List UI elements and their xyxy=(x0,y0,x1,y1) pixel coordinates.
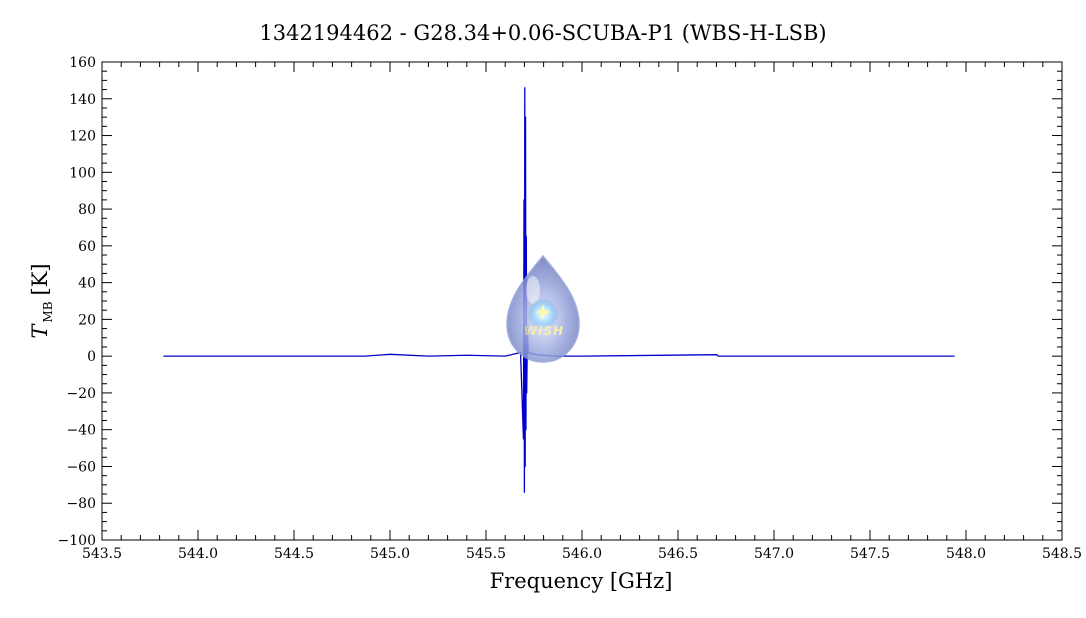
y-tick-label: −40 xyxy=(66,423,96,439)
y-tick-label: −20 xyxy=(66,386,96,402)
x-tick-label: 545.0 xyxy=(370,546,410,562)
y-axis-label: TMB [K] xyxy=(28,263,55,338)
x-tick-label: 546.0 xyxy=(562,546,602,562)
plot-frame xyxy=(101,61,1063,541)
x-tick-label: 546.5 xyxy=(658,546,698,562)
y-tick-label: 140 xyxy=(69,92,96,108)
y-tick-label: −100 xyxy=(58,533,96,549)
x-tick-label: 544.5 xyxy=(274,546,314,562)
y-tick-label: 120 xyxy=(69,129,96,145)
x-tick-label: 547.0 xyxy=(754,546,794,562)
y-tick-label: 40 xyxy=(78,276,96,292)
y-tick-label: −60 xyxy=(66,459,96,475)
x-axis-label: Frequency [GHz] xyxy=(490,569,673,593)
y-tick-label: 80 xyxy=(78,202,96,218)
wish-logo: WISH xyxy=(506,254,580,363)
x-tick-label: 543.5 xyxy=(82,546,122,562)
y-axis-label-main: T xyxy=(28,323,52,339)
y-axis: −100 −80 −60 −40 −20 0 20 40 60 80 100 120 140 160 xyxy=(58,55,1062,549)
y-tick-label: 0 xyxy=(87,349,96,365)
chart-title: 1342194462 - G28.34+0.06-SCUBA-P1 (WBS-H… xyxy=(259,21,826,45)
y-tick-label: −80 xyxy=(66,496,96,512)
x-axis: 543.5 544.0 544.5 545.0 545.5 546.0 546.5 547.0… xyxy=(82,62,1082,562)
y-axis-label-sub: MB xyxy=(41,301,55,322)
y-axis-label-unit: [K] xyxy=(28,263,52,295)
x-tick-label: 547.5 xyxy=(850,546,890,562)
x-tick-label: 545.5 xyxy=(466,546,506,562)
x-tick-label: 548.0 xyxy=(946,546,986,562)
logo-text: WISH xyxy=(524,324,564,338)
y-tick-label: 20 xyxy=(78,312,96,328)
y-tick-label: 160 xyxy=(69,55,96,71)
x-tick-label: 548.5 xyxy=(1042,546,1082,562)
svg-text:TMB[K]: TMB [K] xyxy=(28,263,55,338)
y-tick-label: 60 xyxy=(78,239,96,255)
y-tick-label: 100 xyxy=(69,165,96,181)
x-tick-label: 544.0 xyxy=(178,546,218,562)
sun-star-icon xyxy=(535,304,551,320)
